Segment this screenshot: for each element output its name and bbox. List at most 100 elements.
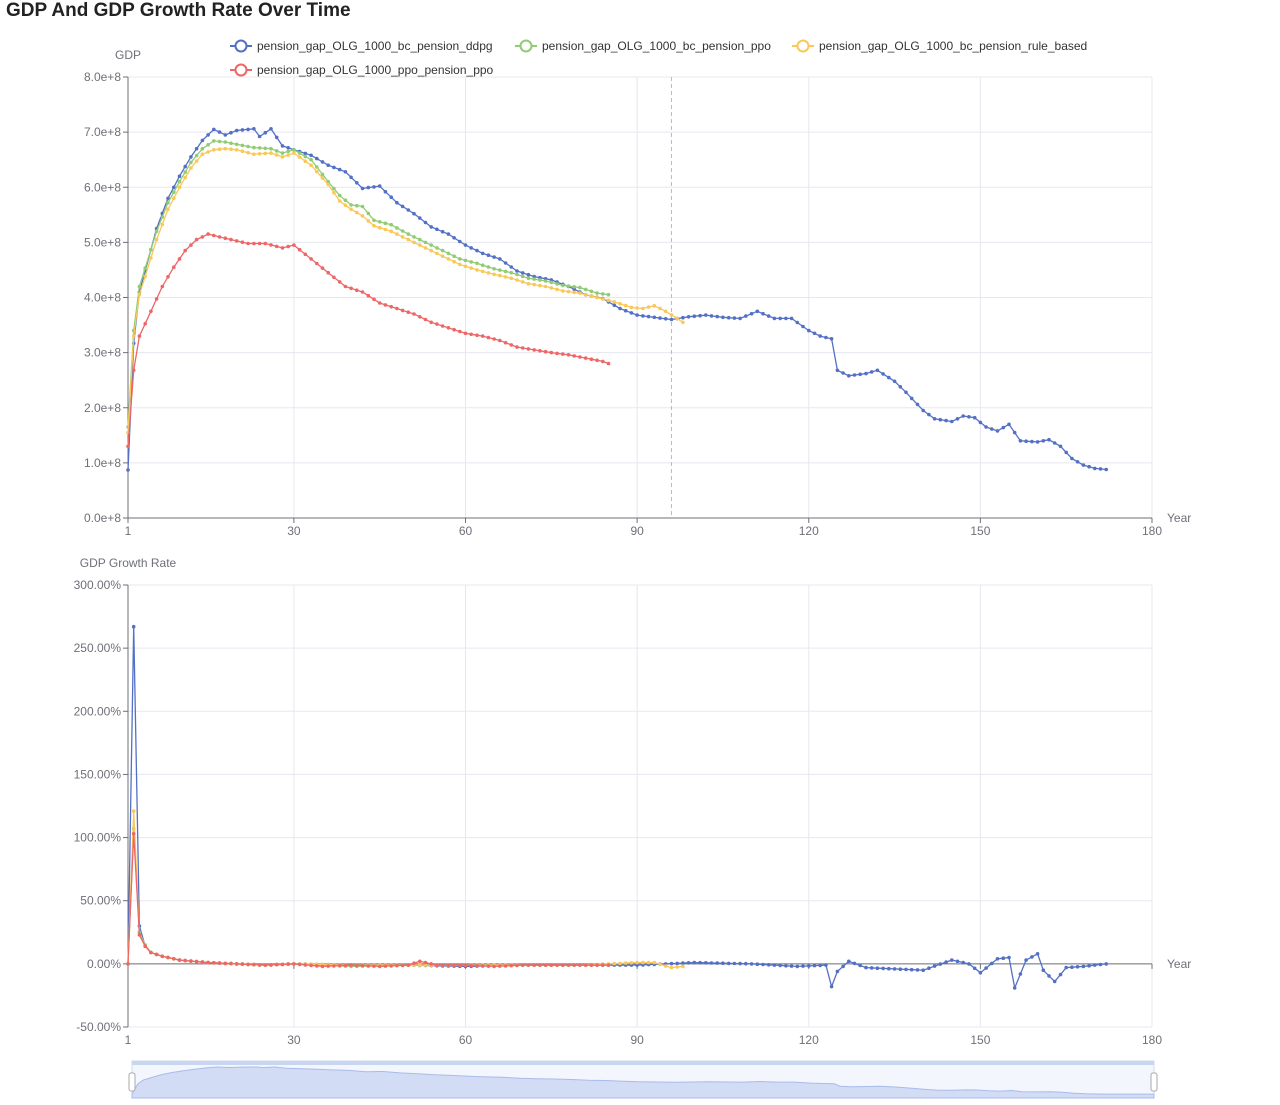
- data-point: [126, 444, 130, 449]
- data-point: [629, 305, 634, 310]
- data-point: [766, 963, 771, 967]
- data-point: [778, 316, 782, 321]
- data-point: [583, 292, 588, 297]
- data-point: [744, 314, 748, 318]
- data-point: [892, 967, 897, 971]
- data-point: [532, 963, 536, 967]
- data-point: [212, 139, 216, 143]
- data-point: [252, 241, 256, 246]
- data-point: [480, 334, 485, 338]
- legend-circle-icon: [796, 39, 810, 53]
- data-point: [606, 292, 611, 297]
- data-point: [538, 283, 542, 288]
- data-point: [732, 961, 737, 966]
- data-point: [1075, 460, 1080, 464]
- zoom-handle-left[interactable]: [128, 1072, 136, 1092]
- data-point: [818, 963, 822, 968]
- data-point: [566, 963, 571, 967]
- data-zoom-slider[interactable]: [128, 1060, 1158, 1099]
- data-point: [423, 960, 428, 965]
- data-point: [589, 289, 594, 294]
- data-point: [246, 150, 250, 155]
- data-point: [223, 146, 228, 151]
- data-point: [618, 301, 622, 306]
- legend-label: pension_gap_OLG_1000_bc_pension_rule_bas…: [819, 39, 1087, 53]
- data-point: [704, 313, 708, 317]
- data-point: [561, 963, 565, 967]
- data-point: [658, 316, 662, 320]
- legend-item[interactable]: pension_gap_OLG_1000_bc_pension_ddpg: [230, 39, 493, 53]
- data-point: [383, 221, 388, 226]
- data-point: [509, 343, 514, 347]
- data-point: [240, 149, 245, 153]
- data-point: [303, 159, 308, 163]
- data-point: [990, 961, 994, 966]
- data-point: [503, 340, 508, 345]
- data-point: [160, 215, 165, 219]
- data-point: [532, 277, 536, 281]
- data-point: [601, 359, 605, 364]
- data-point: [212, 961, 216, 965]
- data-point: [395, 306, 399, 311]
- data-point: [498, 964, 502, 968]
- data-point: [623, 303, 628, 308]
- data-point: [480, 964, 485, 968]
- data-point: [383, 964, 388, 968]
- data-point: [938, 417, 943, 422]
- data-point: [904, 967, 908, 972]
- data-point: [635, 306, 639, 310]
- y-axis-title: GDP Growth Rate: [80, 556, 177, 570]
- data-point: [572, 354, 576, 358]
- data-point: [669, 313, 674, 317]
- legend-item[interactable]: pension_gap_OLG_1000_bc_pension_rule_bas…: [792, 39, 1087, 53]
- legend-item[interactable]: pension_gap_OLG_1000_bc_pension_ppo: [515, 39, 771, 53]
- zoom-handle-right[interactable]: [1150, 1072, 1158, 1092]
- data-point: [950, 419, 954, 424]
- data-point: [881, 966, 885, 971]
- y-tick-label: 100.00%: [74, 831, 122, 845]
- data-point: [538, 278, 542, 282]
- data-point: [532, 274, 536, 279]
- data-point: [395, 232, 399, 236]
- data-point: [698, 960, 702, 965]
- data-point: [652, 315, 657, 320]
- data-point: [721, 315, 725, 320]
- x-tick-label: 60: [459, 524, 473, 538]
- data-point: [967, 962, 971, 966]
- series-line: [127, 127, 1107, 471]
- data-point: [234, 962, 239, 966]
- legend-item[interactable]: pension_gap_OLG_1000_ppo_pension_ppo: [230, 63, 494, 77]
- data-point: [297, 247, 302, 252]
- data-point: [309, 153, 313, 158]
- data-point: [475, 333, 479, 338]
- data-point: [498, 268, 502, 272]
- data-point: [389, 229, 394, 234]
- data-point: [498, 338, 502, 343]
- data-point: [726, 315, 731, 320]
- data-point: [137, 334, 142, 338]
- data-point: [561, 352, 565, 356]
- data-point: [274, 244, 279, 249]
- data-point: [315, 156, 319, 161]
- data-point: [932, 964, 937, 968]
- data-point: [698, 313, 702, 318]
- data-point: [172, 185, 176, 190]
- data-point: [566, 353, 571, 357]
- data-point: [349, 207, 353, 212]
- data-point: [389, 964, 394, 968]
- data-point: [177, 179, 182, 184]
- data-point: [131, 809, 136, 813]
- data-point: [360, 214, 365, 218]
- data-point: [257, 134, 262, 139]
- data-point: [200, 960, 205, 964]
- data-point: [555, 963, 559, 967]
- data-point: [458, 329, 462, 334]
- data-point: [309, 163, 313, 167]
- data-point: [326, 163, 331, 167]
- data-point: [612, 303, 617, 308]
- data-point: [852, 961, 857, 966]
- data-point: [1104, 467, 1108, 472]
- data-point: [463, 331, 468, 336]
- data-point: [921, 968, 925, 972]
